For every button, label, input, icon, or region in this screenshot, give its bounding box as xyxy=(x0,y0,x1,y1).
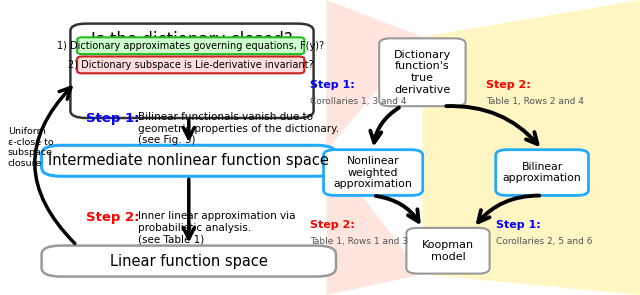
Text: Corollaries 1, 3 and 4: Corollaries 1, 3 and 4 xyxy=(310,97,407,106)
FancyBboxPatch shape xyxy=(495,150,589,196)
Text: Nonlinear
weighted
approximation: Nonlinear weighted approximation xyxy=(333,156,413,189)
FancyBboxPatch shape xyxy=(406,228,490,274)
Polygon shape xyxy=(326,150,422,295)
Text: Uniform
ε-close to
subspace
closure: Uniform ε-close to subspace closure xyxy=(8,127,53,168)
Text: Corollaries 2, 5 and 6: Corollaries 2, 5 and 6 xyxy=(496,237,593,246)
Text: Inner linear approximation via
probabilistic analysis.
(see Table 1): Inner linear approximation via probabili… xyxy=(138,211,295,244)
Text: 1) Dictionary approximates governing equations, F(y)?: 1) Dictionary approximates governing equ… xyxy=(57,41,324,51)
Text: Koopman
model: Koopman model xyxy=(422,240,474,262)
Text: Step 1:: Step 1: xyxy=(86,112,140,125)
Text: Step 1:: Step 1: xyxy=(496,220,541,230)
Text: Intermediate nonlinear function space: Intermediate nonlinear function space xyxy=(49,153,329,168)
Text: Step 1:: Step 1: xyxy=(310,80,355,90)
Text: Linear function space: Linear function space xyxy=(110,254,268,268)
FancyBboxPatch shape xyxy=(77,37,305,54)
Text: Step 2:: Step 2: xyxy=(310,220,355,230)
FancyBboxPatch shape xyxy=(42,145,336,176)
FancyBboxPatch shape xyxy=(77,57,305,73)
FancyBboxPatch shape xyxy=(323,150,422,196)
FancyBboxPatch shape xyxy=(380,38,466,106)
Text: Bilinear functionals vanish due to
geometric properties of the dictionary.
(see : Bilinear functionals vanish due to geome… xyxy=(138,112,339,145)
Polygon shape xyxy=(422,0,640,295)
Text: Bilinear
approximation: Bilinear approximation xyxy=(502,162,582,183)
FancyBboxPatch shape xyxy=(42,245,336,277)
Text: 2) Dictionary subspace is Lie-derivative invariant?: 2) Dictionary subspace is Lie-derivative… xyxy=(68,60,314,70)
FancyBboxPatch shape xyxy=(70,24,314,118)
Text: Table 1, Rows 2 and 4: Table 1, Rows 2 and 4 xyxy=(486,97,584,106)
Text: Is the dictionary closed?: Is the dictionary closed? xyxy=(91,31,293,49)
Text: Table 1, Rows 1 and 3: Table 1, Rows 1 and 3 xyxy=(310,237,408,246)
Text: Step 2:: Step 2: xyxy=(486,80,531,90)
Text: Dictionary
function's
true
derivative: Dictionary function's true derivative xyxy=(394,50,451,95)
Text: Step 2:: Step 2: xyxy=(86,211,140,224)
Polygon shape xyxy=(326,0,422,150)
